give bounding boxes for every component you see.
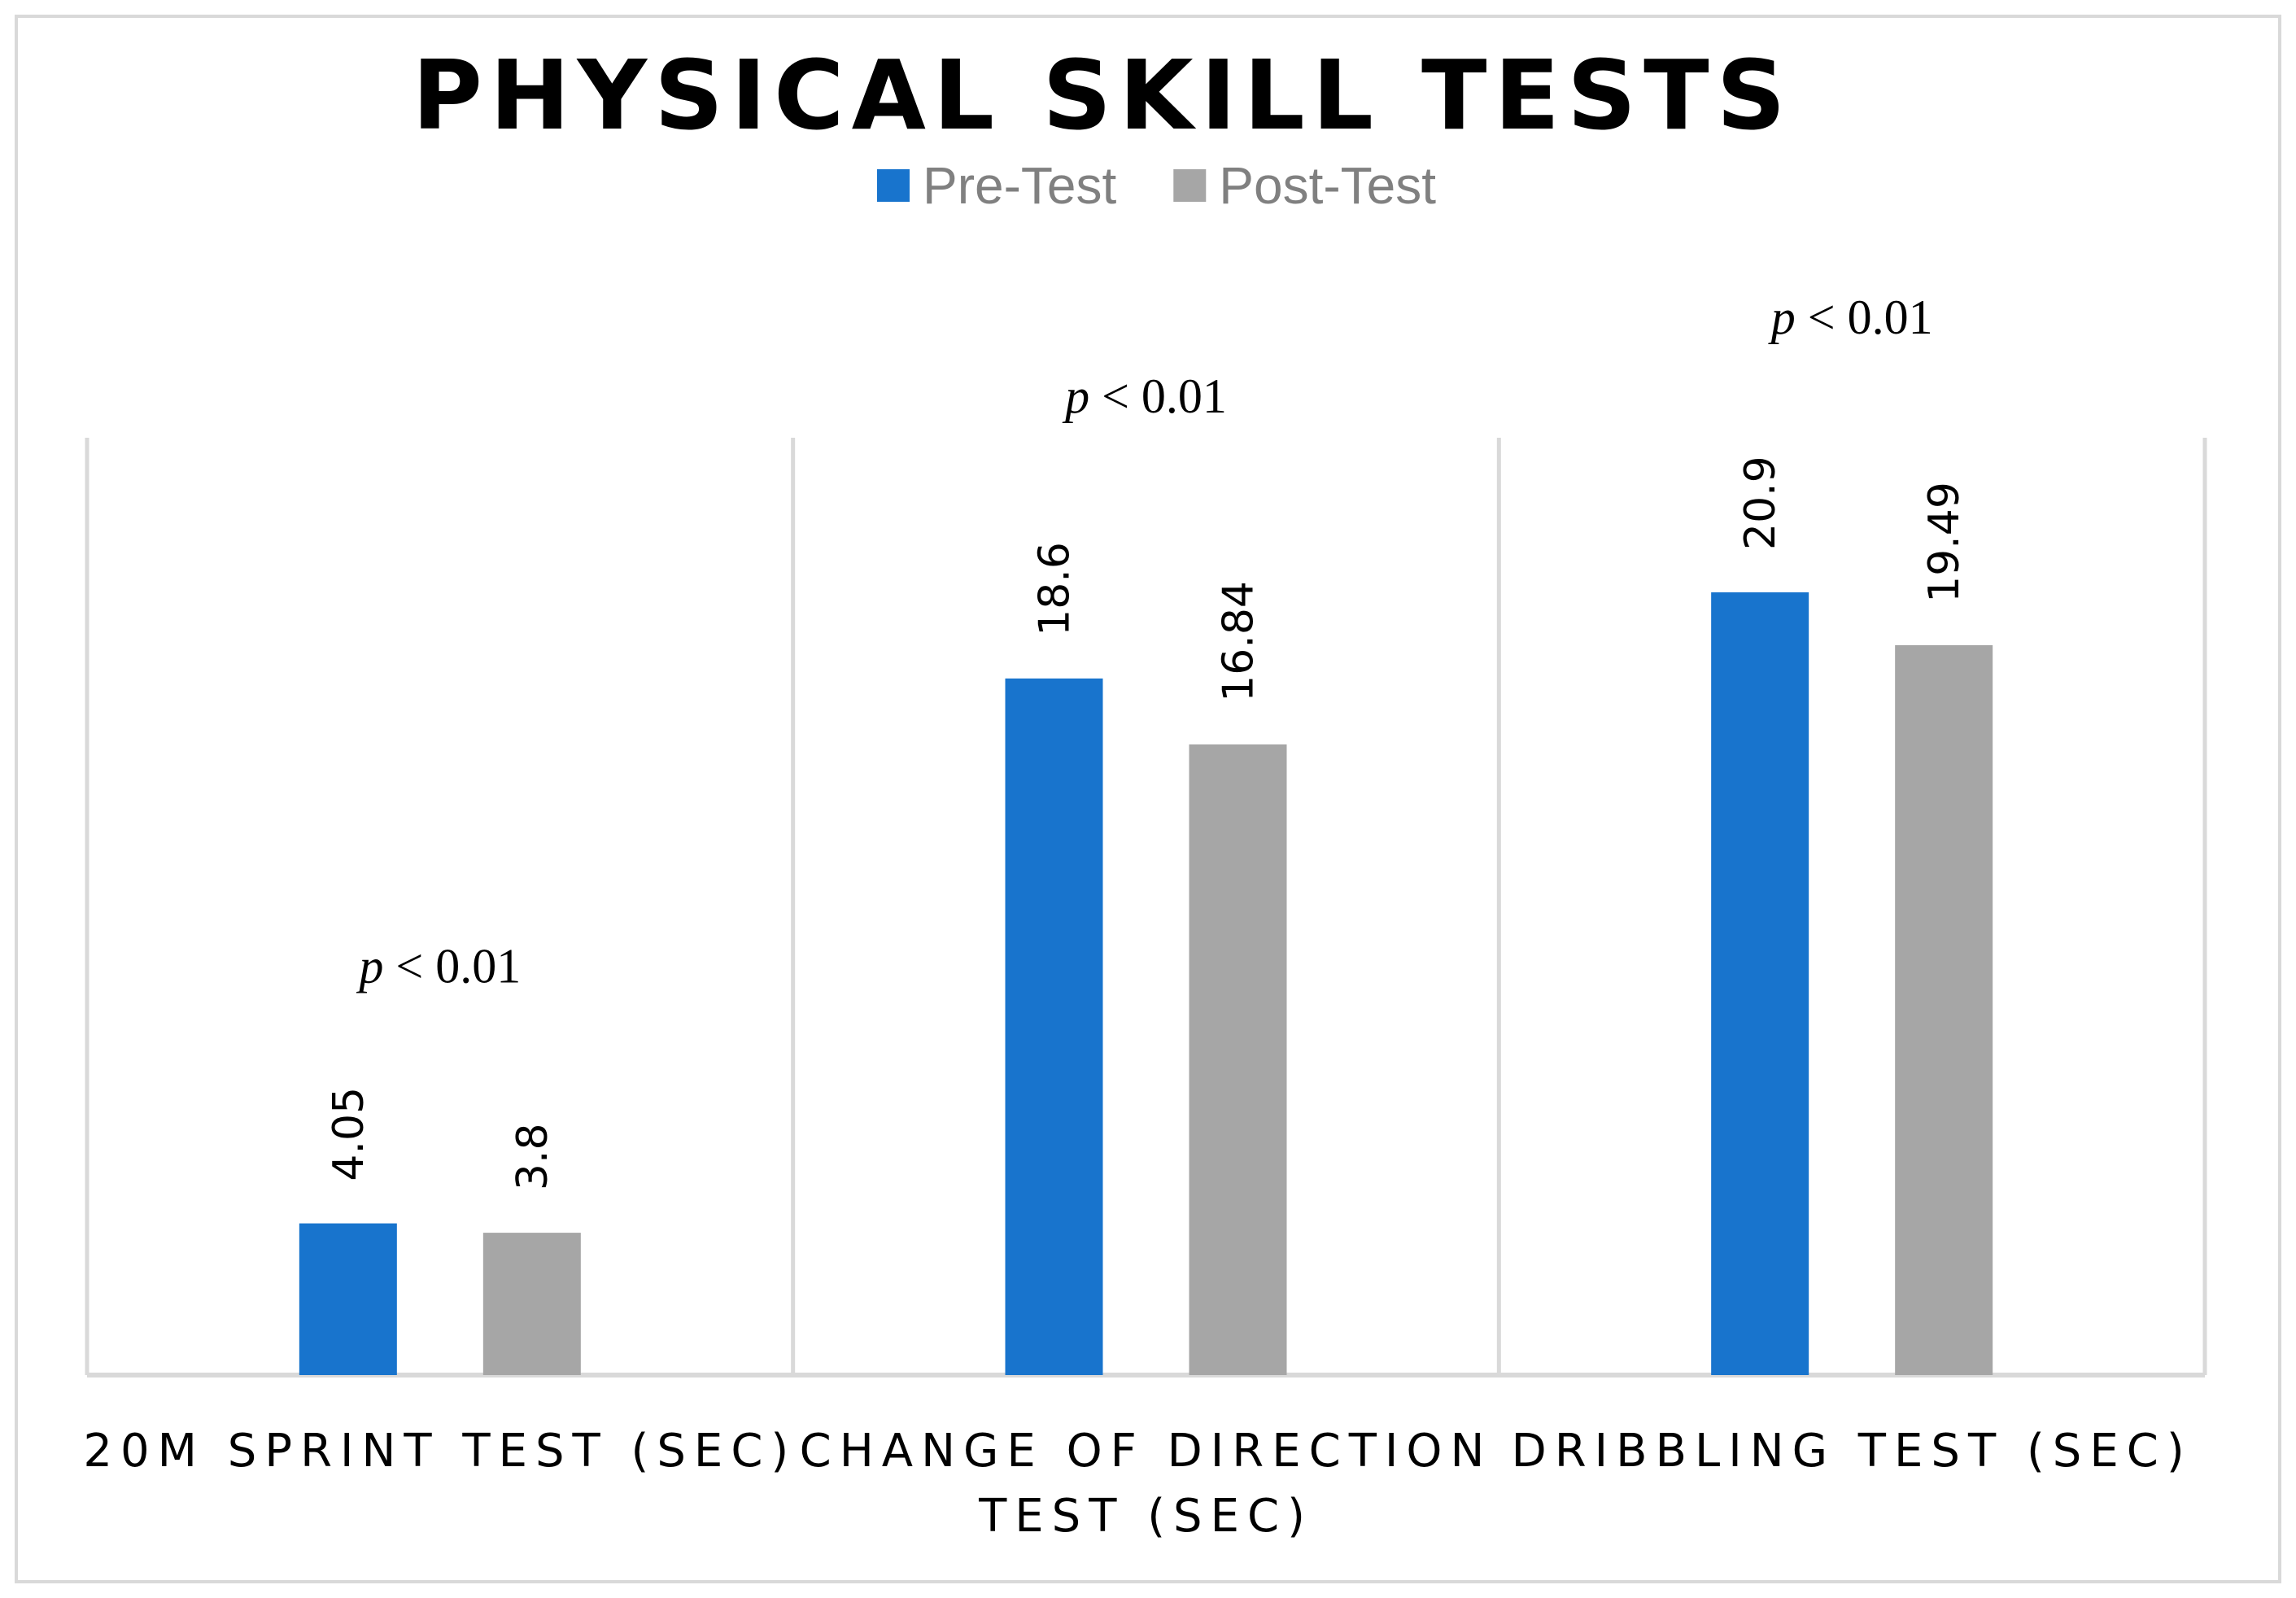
legend: Pre-Test Post-Test — [877, 156, 1436, 215]
legend-label: Pre-Test — [923, 156, 1117, 215]
data-label: 19.49 — [1920, 482, 1969, 603]
significance-annotation: p < 0.01 — [1062, 369, 1227, 423]
category-label: DRIBBLING TEST (SEC) — [1512, 1425, 2193, 1478]
data-label: 16.84 — [1215, 581, 1264, 702]
legend-swatch — [1173, 169, 1207, 202]
bar-post-test — [1895, 644, 1993, 1375]
bar-pre-test — [1711, 592, 1809, 1375]
plot-area: 4.05 3.8 20M SPRINT TEST (SEC) 18.6 16.84 CHA… — [83, 290, 2207, 1543]
chart-title: PHYSICAL SKILL TESTS — [412, 39, 1792, 151]
significance-annotation: p < 0.01 — [1768, 290, 1933, 344]
legend-label: Post-Test — [1219, 156, 1436, 215]
data-label: 3.8 — [509, 1123, 557, 1190]
data-label: 18.6 — [1031, 542, 1080, 636]
category-label: CHANGE OF DIRECTION TEST (SEC) — [800, 1425, 1493, 1543]
legend-swatch — [877, 169, 910, 202]
data-label: 20.9 — [1736, 456, 1785, 550]
data-label: 4.05 — [325, 1087, 373, 1181]
bar-pre-test — [299, 1223, 397, 1375]
significance-annotation: p < 0.01 — [356, 940, 521, 993]
bar-post-test — [482, 1233, 581, 1375]
category-label: 20M SPRINT TEST (SEC) — [83, 1425, 797, 1478]
bar-post-test — [1189, 744, 1287, 1375]
bar-pre-test — [1005, 678, 1103, 1375]
